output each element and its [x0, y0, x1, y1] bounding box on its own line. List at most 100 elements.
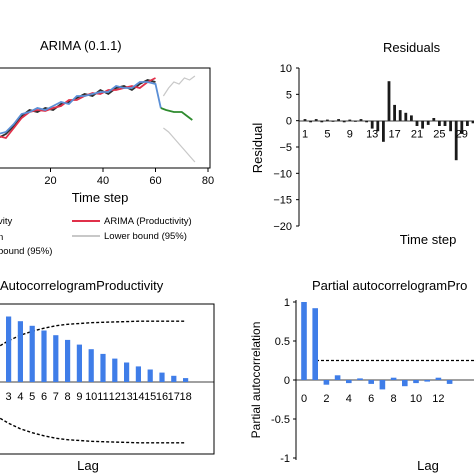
acf-bar — [65, 339, 71, 382]
acf-plot-frame — [0, 303, 215, 455]
residuals-x-tick-label: 5 — [324, 129, 330, 141]
residual-bar — [454, 120, 458, 161]
arima-x-ticks: 20 40 60 80 — [44, 168, 214, 187]
residuals-y-axis-label: Residual — [250, 123, 265, 174]
pacf-x-tick-label: 12 — [432, 393, 444, 405]
acf-x-tick-label: 10 — [85, 391, 97, 403]
acf-bar — [159, 372, 165, 382]
pacf-bar — [379, 380, 386, 390]
pacf-y-ticks: 1 0.5 0 -0.5 -1 — [271, 297, 296, 465]
pacf-title: Partial autocorrelogramPro — [312, 278, 467, 293]
pacf-x-tick-label: 8 — [391, 393, 397, 405]
legend-forecast-label: n — [0, 232, 3, 243]
arima-panel: ARIMA (0.1.1) 20 40 60 80 Time step vity AR… — [0, 38, 214, 257]
residual-bar — [438, 120, 441, 126]
legend-productivity-label: vity — [0, 216, 13, 227]
residual-bar — [449, 120, 452, 132]
acf-bar — [135, 366, 141, 382]
arima-x-tick-label: 80 — [202, 175, 214, 187]
pacf-bar — [357, 378, 363, 380]
residuals-x-tick-label: 9 — [347, 129, 353, 141]
pacf-y-tick-label: -1 — [280, 453, 290, 465]
residuals-title: Residuals — [383, 40, 441, 55]
acf-bar — [100, 353, 106, 382]
residual-bar — [466, 120, 469, 126]
pacf-bar — [446, 380, 453, 384]
residual-bar — [331, 120, 335, 122]
pacf-y-tick-label: 0 — [284, 375, 290, 387]
pacf-panel: Partial autocorrelogramPro 1 0.5 0 -0.5 -1 0… — [249, 278, 474, 473]
pacf-x-tick-label: 0 — [301, 393, 307, 405]
residuals-y-tick-label: 10 — [280, 63, 292, 75]
pacf-bar — [424, 380, 430, 382]
residuals-x-tick-label: 13 — [366, 129, 378, 141]
residual-bar — [320, 120, 324, 123]
acf-x-tick-label: 18 — [179, 391, 191, 403]
acf-x-tick-label: 15 — [144, 391, 156, 403]
pacf-y-tick-label: 1 — [284, 297, 290, 309]
acf-x-tick-label: 5 — [29, 391, 35, 403]
pacf-bar — [346, 380, 352, 384]
residual-bar — [415, 120, 419, 126]
legend-arima-label: ARIMA (Productivity) — [104, 216, 192, 227]
residual-bar — [471, 120, 474, 124]
pacf-x-axis-label: Lag — [417, 458, 439, 473]
acf-x-ticks: 3 4 5 6 7 8 9 10 11 12 13 14 15 16 17 18 — [6, 391, 192, 403]
acf-x-tick-label: 4 — [17, 391, 23, 403]
residuals-y-tick-label: 5 — [286, 89, 292, 101]
residuals-y-tick-label: −15 — [273, 195, 292, 207]
acf-x-tick-label: 17 — [168, 391, 180, 403]
pacf-x-tick-label: 2 — [323, 393, 329, 405]
pacf-bar — [413, 380, 419, 384]
residual-bar — [348, 119, 352, 121]
residuals-x-tick-label: 25 — [433, 129, 445, 141]
acf-bar — [124, 362, 130, 382]
acf-bar — [29, 325, 35, 382]
acf-x-tick-label: 3 — [6, 391, 12, 403]
acf-bar — [147, 369, 153, 382]
residuals-x-tick-label: 29 — [456, 129, 468, 141]
acf-bar — [17, 321, 23, 382]
pacf-bar — [368, 380, 374, 384]
pacf-y-tick-label: -0.5 — [271, 414, 290, 426]
residual-bar — [365, 120, 368, 123]
arima-series-line-forecast — [160, 107, 193, 121]
residual-bar — [410, 115, 413, 121]
acf-bars — [6, 316, 189, 382]
residuals-x-tick-label: 1 — [302, 129, 308, 141]
acf-bar — [41, 330, 47, 382]
acf-x-axis-label: Lag — [77, 458, 99, 473]
residual-bar — [443, 120, 447, 126]
residual-bar — [309, 120, 312, 123]
pacf-x-tick-label: 6 — [368, 393, 374, 405]
residual-bar — [382, 120, 385, 142]
legend-lower-label: Lower bound (95%) — [104, 231, 187, 242]
residuals-bars — [303, 81, 474, 161]
pacf-y-tick-label: 0.5 — [275, 336, 290, 348]
acf-x-tick-label: 7 — [53, 391, 59, 403]
residual-bar — [326, 119, 329, 121]
arima-lines — [0, 75, 196, 163]
acf-x-tick-label: 6 — [41, 391, 47, 403]
acf-bar — [183, 378, 189, 382]
residual-bar — [376, 120, 380, 132]
arima-series-line-arima — [0, 77, 156, 140]
residual-bar — [421, 120, 424, 129]
acf-bar — [53, 335, 59, 382]
residuals-y-ticks: 10 5 0 −5 −10 −15 −20 — [273, 63, 299, 233]
acf-bar — [171, 375, 177, 382]
acf-panel: AutocorrelogramProductivity 3 4 5 6 7 8 9 10 11 1… — [0, 278, 215, 473]
acf-bar — [6, 316, 12, 382]
residuals-x-axis-label: Time step — [400, 232, 457, 247]
acf-x-tick-label: 9 — [76, 391, 82, 403]
acf-title: AutocorrelogramProductivity — [0, 278, 164, 293]
residual-bar — [370, 120, 374, 129]
arima-plot-frame — [0, 67, 211, 169]
acf-x-tick-label: 16 — [156, 391, 168, 403]
arima-x-axis-label: Time step — [72, 190, 129, 205]
residual-bar — [393, 104, 396, 121]
residual-bar — [432, 118, 436, 121]
arima-series-line-lower — [163, 127, 196, 163]
residual-bar — [404, 112, 408, 121]
